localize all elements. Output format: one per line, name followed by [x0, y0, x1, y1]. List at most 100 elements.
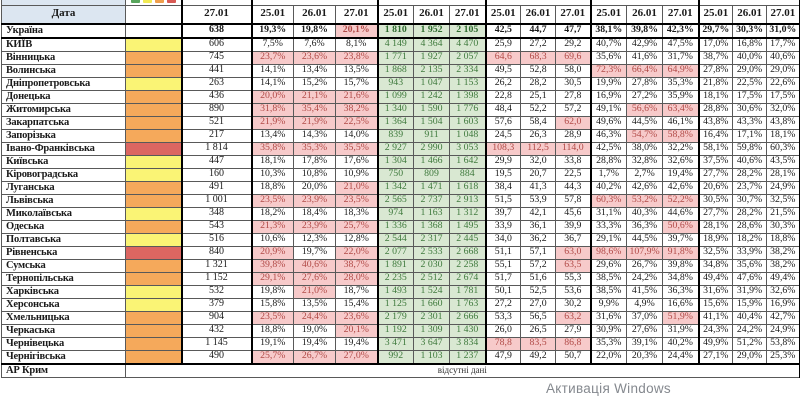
value-cell[interactable]: 39,8% [662, 258, 700, 273]
value-cell[interactable]: 745 [180, 50, 252, 65]
value-cell[interactable]: 44,5% [626, 115, 664, 130]
value-cell[interactable]: 26,7% [626, 258, 664, 273]
value-cell[interactable]: 21,0% [334, 180, 379, 195]
value-cell[interactable]: 29,0% [732, 63, 768, 78]
value-cell[interactable]: 41,1% [697, 310, 734, 325]
value-cell[interactable]: 24,2% [626, 271, 664, 286]
value-cell[interactable]: 1 952 [413, 23, 451, 39]
value-cell[interactable]: 1 152 [180, 271, 252, 286]
date-header-cell[interactable]: 25.01 [484, 4, 522, 25]
priority-color-cell[interactable] [125, 23, 182, 39]
value-cell[interactable]: 1 398 [449, 89, 487, 104]
value-cell[interactable]: 31,9% [662, 323, 700, 338]
value-cell[interactable]: 52,2% [662, 193, 700, 208]
value-cell[interactable]: 22,8 [484, 89, 522, 104]
value-cell[interactable]: 51,6 [520, 271, 557, 286]
value-cell[interactable]: 29,2 [555, 37, 592, 52]
value-cell[interactable]: 23,5% [250, 310, 294, 325]
value-cell[interactable]: 57,2 [520, 258, 557, 273]
value-cell[interactable]: 34,0 [484, 232, 522, 247]
value-cell[interactable]: 18,2% [250, 206, 294, 221]
value-cell[interactable]: 2 077 [376, 245, 415, 260]
value-cell[interactable]: 1 312 [449, 206, 487, 221]
date-header-cell[interactable]: 26.01 [626, 4, 664, 25]
value-cell[interactable]: 1 891 [376, 258, 415, 273]
priority-color-cell[interactable] [125, 245, 182, 260]
value-cell[interactable]: 28,0% [334, 271, 379, 286]
region-name-cell[interactable]: Луганська [1, 180, 126, 195]
value-cell[interactable]: 491 [180, 180, 252, 195]
value-cell[interactable]: 9,9% [589, 297, 628, 312]
value-cell[interactable]: 16,8% [732, 37, 768, 52]
value-cell[interactable]: 37,0% [626, 310, 664, 325]
value-cell[interactable]: 2 544 [376, 232, 415, 247]
value-cell[interactable]: 974 [376, 206, 415, 221]
region-name-cell[interactable]: Донецька [1, 89, 126, 104]
value-cell[interactable]: 51,7 [484, 271, 522, 286]
value-cell[interactable]: 839 [376, 128, 415, 143]
priority-color-cell[interactable] [125, 219, 182, 234]
value-cell[interactable]: 521 [180, 115, 252, 130]
value-cell[interactable]: 840 [180, 245, 252, 260]
value-cell[interactable]: 809 [413, 167, 451, 182]
value-cell[interactable]: 42,7% [766, 310, 800, 325]
region-name-cell[interactable]: Рівненська [1, 245, 126, 260]
value-cell[interactable]: 35,6% [589, 50, 628, 65]
value-cell[interactable]: 29,7% [697, 23, 734, 39]
value-cell[interactable]: 27,2 [520, 37, 557, 52]
value-cell[interactable]: 19,9% [589, 76, 628, 91]
region-name-cell[interactable]: Вінницька [1, 50, 126, 65]
value-cell[interactable]: 47,9 [484, 349, 522, 365]
value-cell[interactable]: 35,5% [334, 141, 379, 156]
value-cell[interactable]: 30,6% [732, 102, 768, 117]
priority-color-cell[interactable] [125, 102, 182, 117]
value-cell[interactable]: 1 642 [449, 154, 487, 169]
value-cell[interactable]: 36,3% [662, 284, 700, 299]
value-cell[interactable]: 37,5% [697, 154, 734, 169]
value-cell[interactable]: 50,7 [555, 349, 592, 365]
value-cell[interactable]: 22,5 [555, 167, 592, 182]
value-cell[interactable]: 2 990 [413, 141, 451, 156]
value-cell[interactable]: 4 364 [413, 37, 451, 52]
value-cell[interactable]: 23,9% [293, 193, 336, 208]
value-cell[interactable]: 1 368 [413, 219, 451, 234]
value-cell[interactable]: 1 163 [413, 206, 451, 221]
region-name-cell[interactable]: АР Крим [1, 362, 126, 378]
value-cell[interactable]: 60,3% [766, 141, 800, 156]
value-cell[interactable]: 47,6% [732, 271, 768, 286]
value-cell[interactable]: 49,4% [766, 271, 800, 286]
value-cell[interactable]: 1 304 [376, 154, 415, 169]
value-cell[interactable]: 18,4% [293, 206, 336, 221]
value-cell[interactable]: 24,4% [293, 310, 336, 325]
value-cell[interactable]: 29,1% [589, 232, 628, 247]
value-cell[interactable]: 24,9% [766, 180, 800, 195]
date-header-cell[interactable]: 27.01 [766, 4, 800, 25]
value-cell[interactable]: 52,2 [520, 102, 557, 117]
value-cell[interactable]: 3 471 [376, 336, 415, 351]
value-cell[interactable]: 25,1 [520, 89, 557, 104]
value-cell[interactable]: 7,6% [293, 37, 336, 52]
value-cell[interactable]: 904 [180, 310, 252, 325]
value-cell[interactable]: 2 135 [413, 63, 451, 78]
value-cell[interactable]: 1 099 [376, 89, 415, 104]
value-cell[interactable]: 47,7 [555, 23, 592, 39]
value-cell[interactable]: 1 660 [413, 297, 451, 312]
value-cell[interactable]: 13,4% [293, 63, 336, 78]
value-cell[interactable]: 56,6% [626, 102, 664, 117]
value-cell[interactable]: 1 781 [449, 284, 487, 299]
value-cell[interactable]: 49,1% [589, 102, 628, 117]
value-cell[interactable]: 1 524 [413, 284, 451, 299]
value-cell[interactable]: 2 179 [376, 310, 415, 325]
value-cell[interactable]: 14,3% [293, 128, 336, 143]
value-cell[interactable]: 1 364 [376, 115, 415, 130]
value-cell[interactable]: 35,3% [589, 336, 628, 351]
value-cell[interactable]: 53,6 [555, 284, 592, 299]
value-cell[interactable]: 22,5% [732, 76, 768, 91]
value-cell[interactable]: 16,6% [662, 297, 700, 312]
value-cell[interactable]: 2 030 [413, 258, 451, 273]
value-cell[interactable]: 1 192 [376, 323, 415, 338]
value-cell[interactable]: 40,4% [732, 310, 768, 325]
date-header-cell[interactable]: 27.01 [334, 4, 379, 25]
value-cell[interactable]: 1 321 [180, 258, 252, 273]
value-cell[interactable]: 25,3% [766, 349, 800, 365]
